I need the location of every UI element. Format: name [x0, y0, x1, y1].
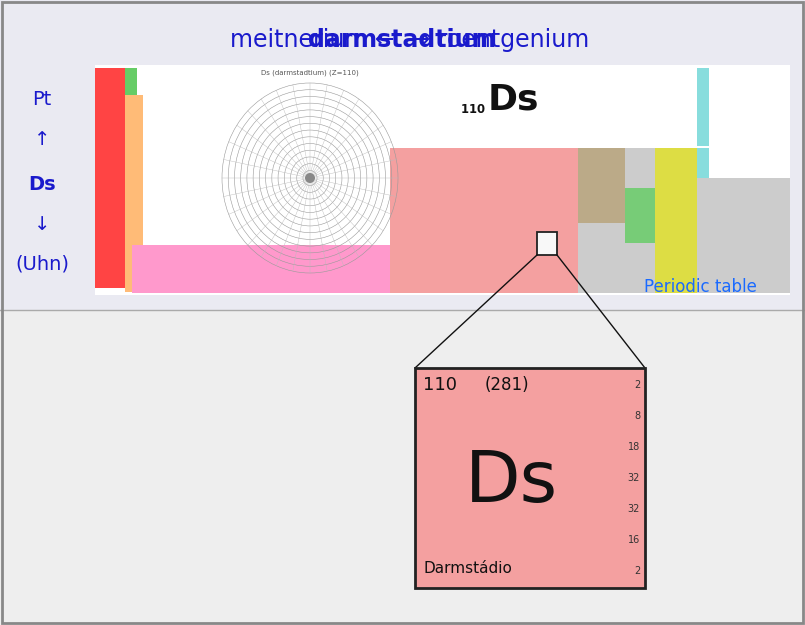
Text: Ds (darmstadtium) (Z=110): Ds (darmstadtium) (Z=110) — [261, 70, 359, 76]
Text: 32: 32 — [628, 473, 640, 483]
Text: 16: 16 — [628, 535, 640, 545]
Text: darmstadtium: darmstadtium — [308, 28, 497, 52]
Text: 110: 110 — [423, 376, 457, 394]
Text: ↑: ↑ — [34, 130, 50, 149]
Bar — [697, 68, 709, 146]
Text: Darmstádio: Darmstádio — [423, 561, 512, 576]
Text: 18: 18 — [628, 442, 640, 452]
Text: (Uhn): (Uhn) — [15, 255, 69, 274]
Bar — [132, 245, 417, 293]
Circle shape — [305, 173, 315, 183]
Text: Ds: Ds — [28, 175, 56, 194]
Text: 32: 32 — [628, 504, 640, 514]
Text: → roentgenium: → roentgenium — [402, 28, 588, 52]
Bar — [697, 178, 790, 293]
Text: Pt: Pt — [32, 90, 52, 109]
Text: 2: 2 — [634, 380, 640, 390]
Bar — [415, 368, 645, 588]
Text: Periodic table: Periodic table — [643, 278, 757, 296]
Bar — [655, 148, 697, 293]
Bar — [0, 0, 805, 310]
Bar — [578, 148, 625, 223]
Text: (281): (281) — [485, 376, 530, 394]
Bar — [125, 95, 143, 292]
Text: meitnerium ←: meitnerium ← — [230, 28, 402, 52]
Bar — [697, 148, 709, 178]
Bar — [625, 188, 655, 243]
Text: ↓: ↓ — [34, 215, 50, 234]
Bar — [578, 148, 696, 293]
Text: 2: 2 — [634, 566, 640, 576]
Bar — [125, 68, 137, 95]
Text: $_{\mathbf{110}}$: $_{\mathbf{110}}$ — [460, 98, 486, 116]
Text: 8: 8 — [634, 411, 640, 421]
Bar — [0, 310, 805, 625]
Bar — [95, 65, 790, 295]
Bar — [537, 232, 557, 255]
Bar — [390, 148, 578, 293]
Text: Ds: Ds — [488, 82, 539, 116]
Bar — [95, 68, 125, 288]
Text: Ds: Ds — [465, 448, 558, 517]
